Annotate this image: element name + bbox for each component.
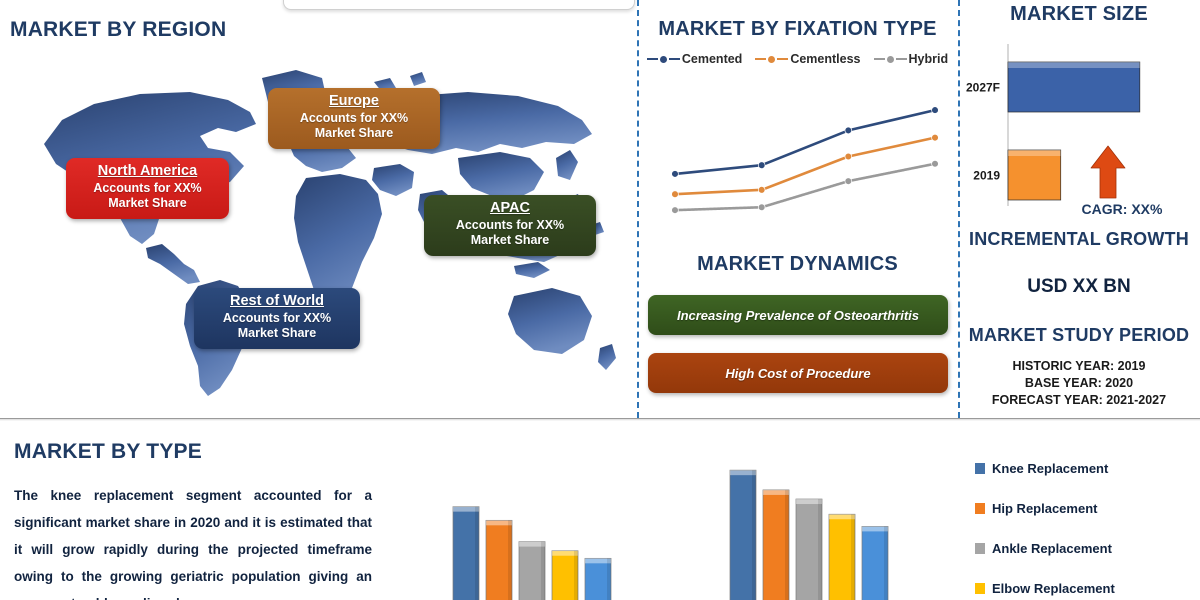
column-divider-left xyxy=(637,0,639,418)
region-line2: Market Share xyxy=(314,126,394,140)
legend-dash-icon xyxy=(873,58,885,60)
legend-line-icon xyxy=(668,58,680,60)
legend-item-cemented[interactable]: Cemented xyxy=(646,52,743,66)
region-line2: Market Share xyxy=(237,326,317,340)
column-divider-right xyxy=(958,0,960,418)
legend-label: Hybrid xyxy=(908,52,949,66)
region-line2: Market Share xyxy=(470,233,550,247)
legend-label: Cementless xyxy=(790,52,861,66)
legend-swatch-icon xyxy=(975,462,985,474)
legend-item-elbow[interactable]: Elbow Replacement xyxy=(975,568,1200,600)
dynamics-heading: MARKET DYNAMICS xyxy=(697,253,898,275)
legend-label: Hip Replacement xyxy=(992,500,1098,516)
legend-label: Knee Replacement xyxy=(992,460,1109,476)
dynamics-driver-pill[interactable]: Increasing Prevalence of Osteoarthritis xyxy=(648,295,948,335)
legend-dot-icon xyxy=(768,55,776,63)
region-callout-europe[interactable]: Europe Accounts for XX% Market Share xyxy=(268,88,440,149)
legend-label: Cemented xyxy=(681,52,743,66)
legend-label: Elbow Replacement xyxy=(992,580,1115,596)
type-paragraph: The knee replacement segment accounted f… xyxy=(14,488,372,600)
legend-dot-icon xyxy=(659,55,667,63)
region-callout-apac[interactable]: APAC Accounts for XX% Market Share xyxy=(424,195,596,256)
fixation-legend: Cemented Cementless Hybrid xyxy=(637,52,958,66)
type-heading: MARKET BY TYPE xyxy=(14,440,202,463)
legend-dot-icon xyxy=(886,55,894,63)
region-name: APAC xyxy=(489,200,530,216)
historic-year: HISTORIC YEAR: 2019 xyxy=(1012,359,1146,373)
region-heading: MARKET BY REGION xyxy=(10,18,227,41)
dynamics-label: Increasing Prevalence of Osteoarthritis xyxy=(676,307,920,323)
forecast-year: FORECAST YEAR: 2021-2027 xyxy=(991,393,1167,407)
market-size-heading: MARKET SIZE xyxy=(1010,3,1148,25)
legend-swatch-icon xyxy=(975,542,985,554)
legend-line-icon xyxy=(646,58,658,60)
legend-swatch-icon xyxy=(975,502,985,514)
type-bar-chart xyxy=(420,440,965,600)
legend-line-icon xyxy=(755,58,767,60)
incremental-growth-value: USD XX BN xyxy=(1027,276,1131,297)
region-line1: Accounts for XX% xyxy=(455,218,565,232)
title-card xyxy=(283,0,635,10)
fixation-line-chart xyxy=(645,78,953,243)
region-name: North America xyxy=(97,163,198,179)
legend-item-hybrid[interactable]: Hybrid xyxy=(873,52,949,66)
incremental-growth-heading: INCREMENTAL GROWTH xyxy=(969,229,1189,249)
horizontal-rule xyxy=(0,418,1200,421)
legend-item-ankle[interactable]: Ankle Replacement xyxy=(975,528,1200,568)
region-callout-rest-of-world[interactable]: Rest of World Accounts for XX% Market Sh… xyxy=(194,288,360,349)
region-name: Rest of World xyxy=(230,293,324,309)
region-line1: Accounts for XX% xyxy=(299,111,409,125)
legend-label: Ankle Replacement xyxy=(992,540,1112,556)
svg-text:2027F: 2027F xyxy=(966,81,1000,95)
study-period-details: HISTORIC YEAR: 2019 BASE YEAR: 2020 FORE… xyxy=(958,358,1200,409)
legend-item-knee[interactable]: Knee Replacement xyxy=(975,448,1200,488)
base-year: BASE YEAR: 2020 xyxy=(1024,376,1134,390)
market-size-bar-chart: 2027F 2019 CAGR: XX% xyxy=(962,38,1198,218)
dynamics-restraint-pill[interactable]: High Cost of Procedure xyxy=(648,353,948,393)
type-legend: Knee Replacement Hip Replacement Ankle R… xyxy=(975,448,1200,600)
region-name: Europe xyxy=(329,93,379,109)
legend-line-icon xyxy=(777,58,789,60)
region-line1: Accounts for XX% xyxy=(222,311,332,325)
dynamics-label: High Cost of Procedure xyxy=(725,365,871,381)
region-line2: Market Share xyxy=(108,196,187,210)
legend-dash-icon xyxy=(895,58,907,60)
legend-item-hip[interactable]: Hip Replacement xyxy=(975,488,1200,528)
legend-swatch-icon xyxy=(975,582,985,594)
svg-text:2019: 2019 xyxy=(973,169,1000,183)
svg-text:CAGR: XX%: CAGR: XX% xyxy=(1082,201,1163,217)
region-line1: Accounts for XX% xyxy=(93,181,202,195)
legend-item-cementless[interactable]: Cementless xyxy=(755,52,861,66)
fixation-heading: MARKET BY FIXATION TYPE xyxy=(658,18,937,40)
study-period-heading: MARKET STUDY PERIOD xyxy=(968,325,1190,345)
region-callout-north-america[interactable]: North America Accounts for XX% Market Sh… xyxy=(66,158,229,219)
